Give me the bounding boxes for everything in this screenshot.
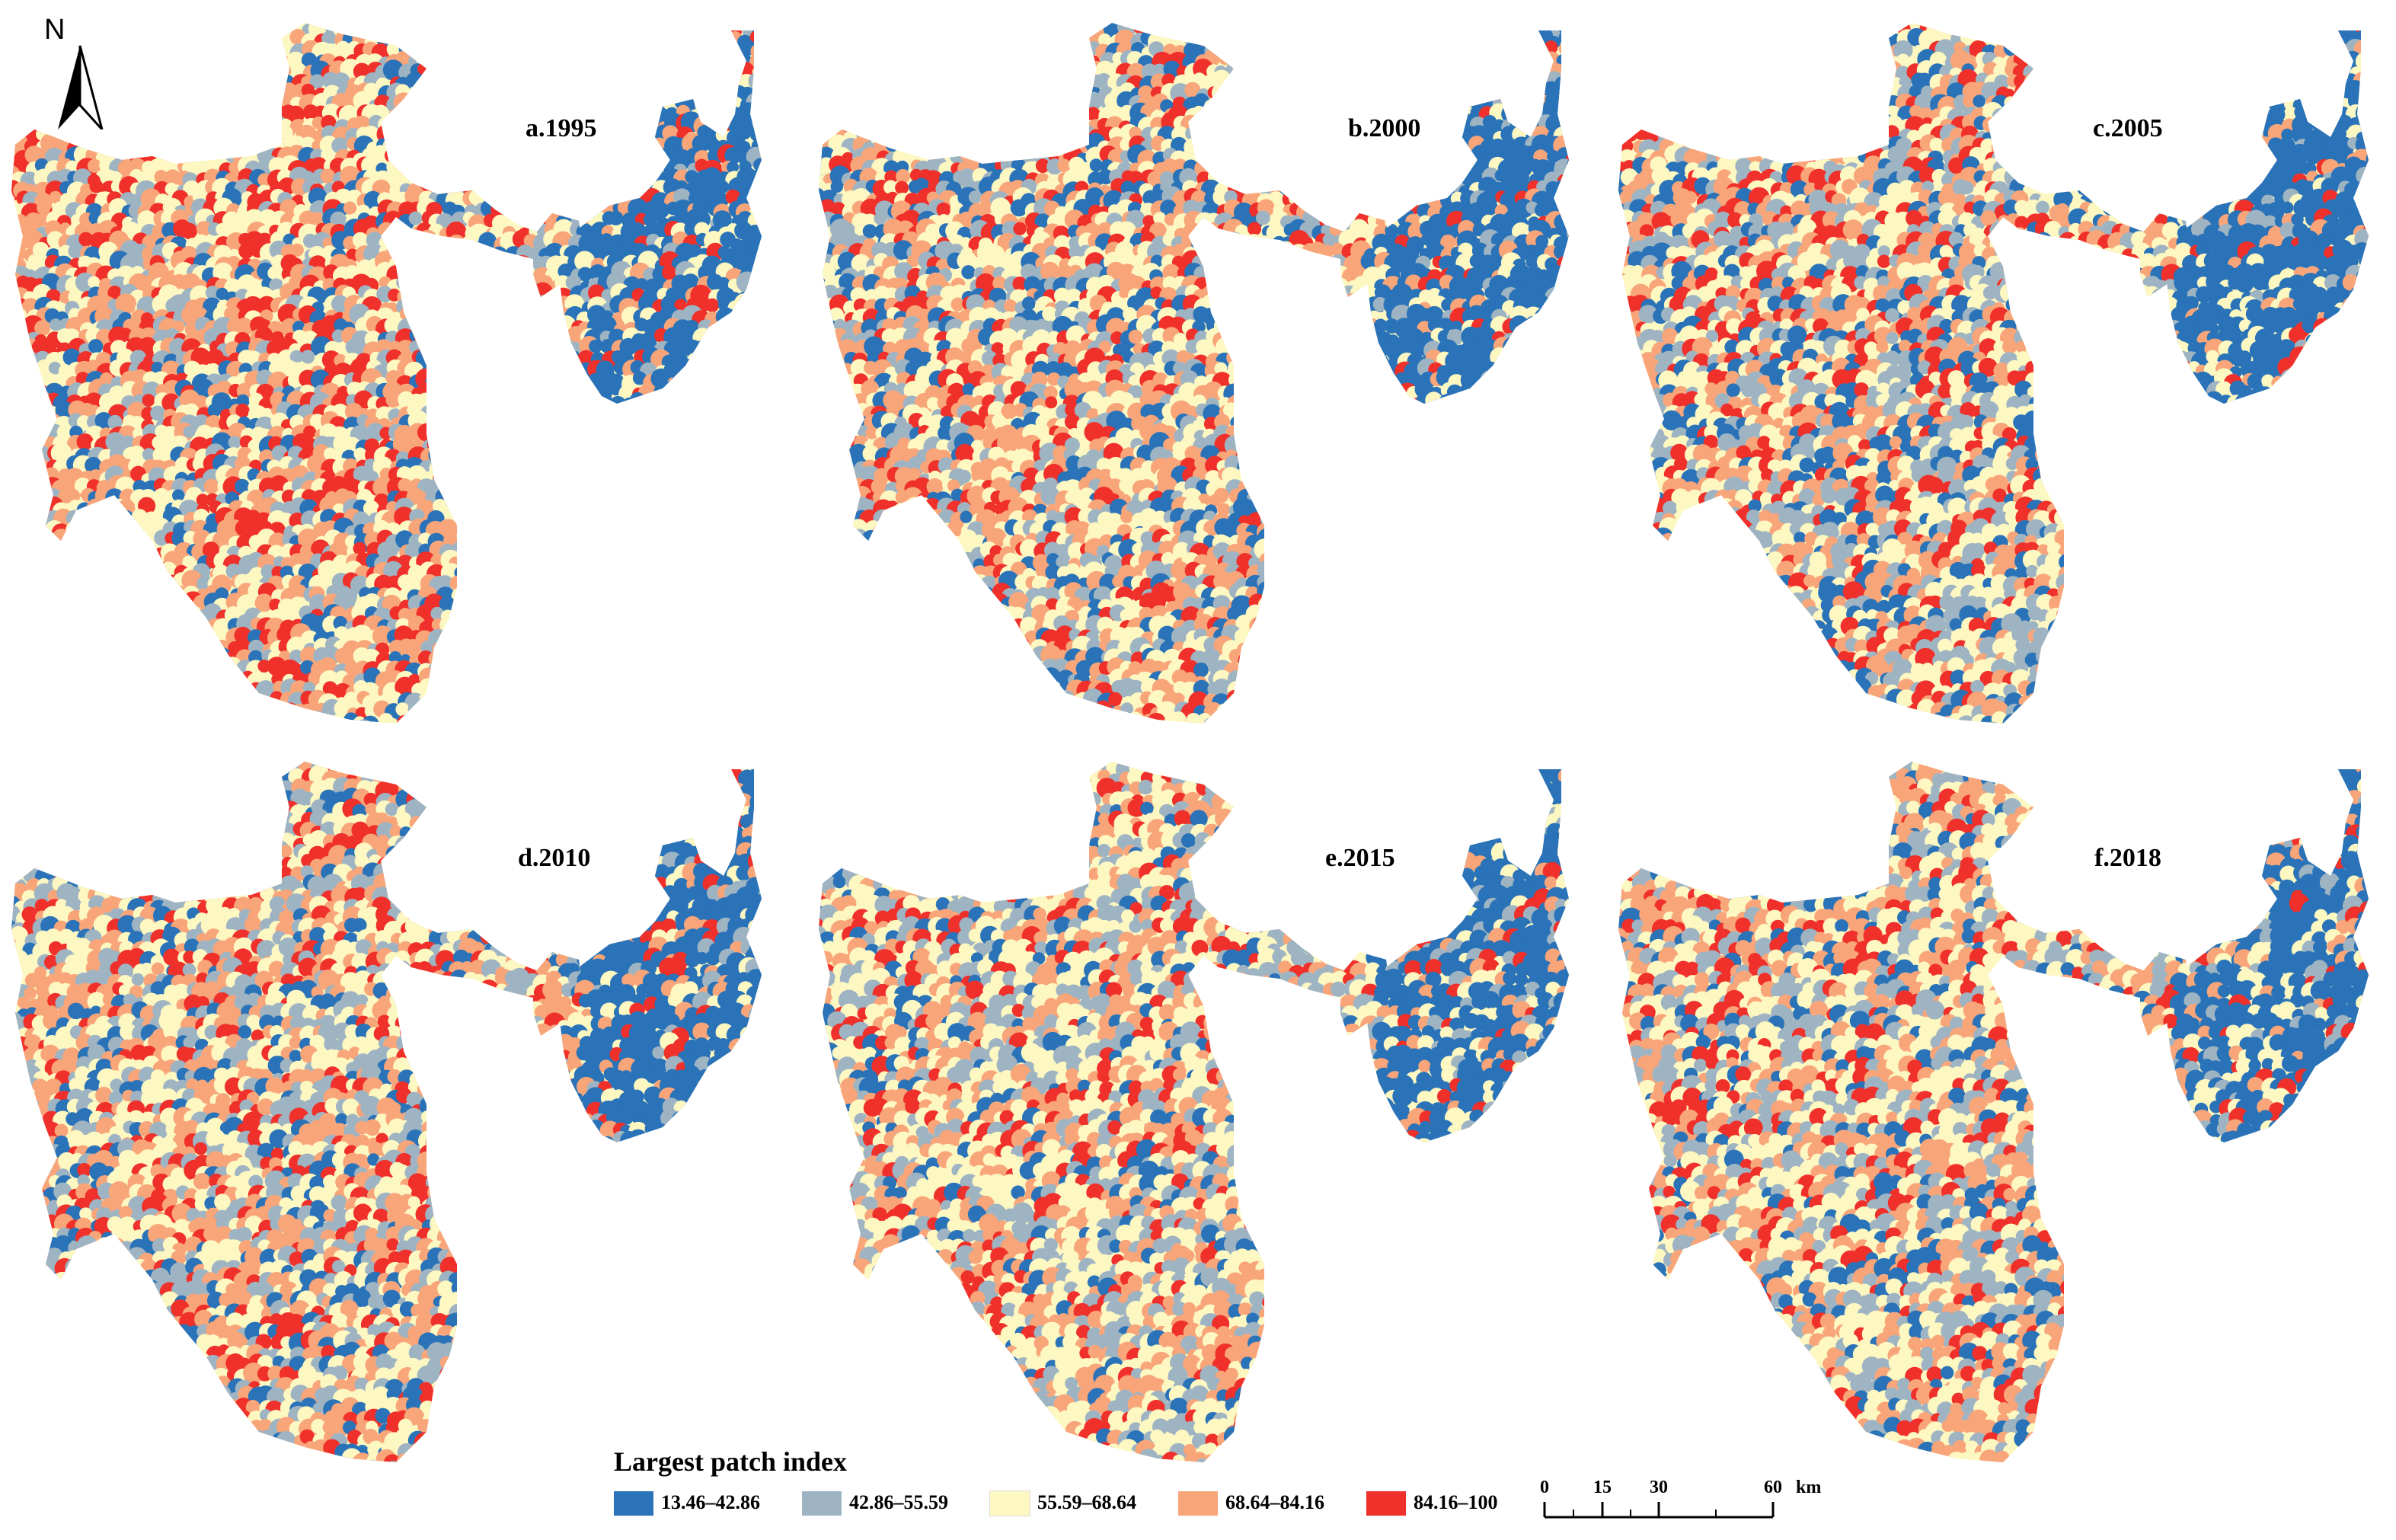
legend-range: 68.64–84.16	[1225, 1491, 1324, 1514]
north-letter: N	[44, 14, 65, 46]
scale-tick-30: 30	[1650, 1478, 1668, 1497]
legend-swatch	[1178, 1491, 1218, 1516]
scale-unit: km	[1796, 1478, 1821, 1497]
map-panel-0	[11, 23, 762, 724]
scale-tick-60: 60	[1764, 1478, 1782, 1497]
map-fill-1	[819, 23, 1569, 724]
legend-swatch	[989, 1490, 1030, 1516]
panel-label-d: d.2010	[518, 844, 590, 873]
map-fill-5	[1618, 762, 2369, 1462]
legend-swatch	[1366, 1491, 1406, 1516]
map-fill-4	[819, 762, 1569, 1462]
map-panel-1	[819, 23, 1569, 724]
legend-range: 84.16–100	[1414, 1491, 1498, 1514]
map-panel-3	[11, 762, 762, 1462]
panel-label-f: f.2018	[2094, 844, 2161, 873]
map-fill-2	[1618, 23, 2369, 724]
map-panel-4	[819, 762, 1569, 1462]
panel-label-c: c.2005	[2093, 114, 2163, 143]
map-panel-2	[1618, 23, 2369, 724]
map-panel-5	[1618, 762, 2369, 1462]
legend-swatch	[802, 1491, 842, 1516]
panel-label-e: e.2015	[1325, 844, 1395, 873]
legend-range: 42.86–55.59	[849, 1491, 948, 1514]
scale-tick-0: 0	[1540, 1478, 1549, 1497]
legend-range: 55.59–68.64	[1037, 1491, 1136, 1514]
panel-label-a: a.1995	[526, 114, 597, 143]
legend-swatch	[614, 1491, 653, 1516]
legend-range: 13.46–42.86	[661, 1491, 760, 1514]
legend-title: Largest patch index	[614, 1446, 847, 1478]
north-arrow-icon	[58, 45, 104, 129]
scale-tick-15: 15	[1593, 1478, 1612, 1497]
scale-bar: 0 15 30 60 km	[1540, 1478, 1821, 1519]
panel-label-b: b.2000	[1348, 114, 1420, 143]
map-fill-0	[11, 23, 762, 724]
map-fill-3	[11, 762, 762, 1462]
